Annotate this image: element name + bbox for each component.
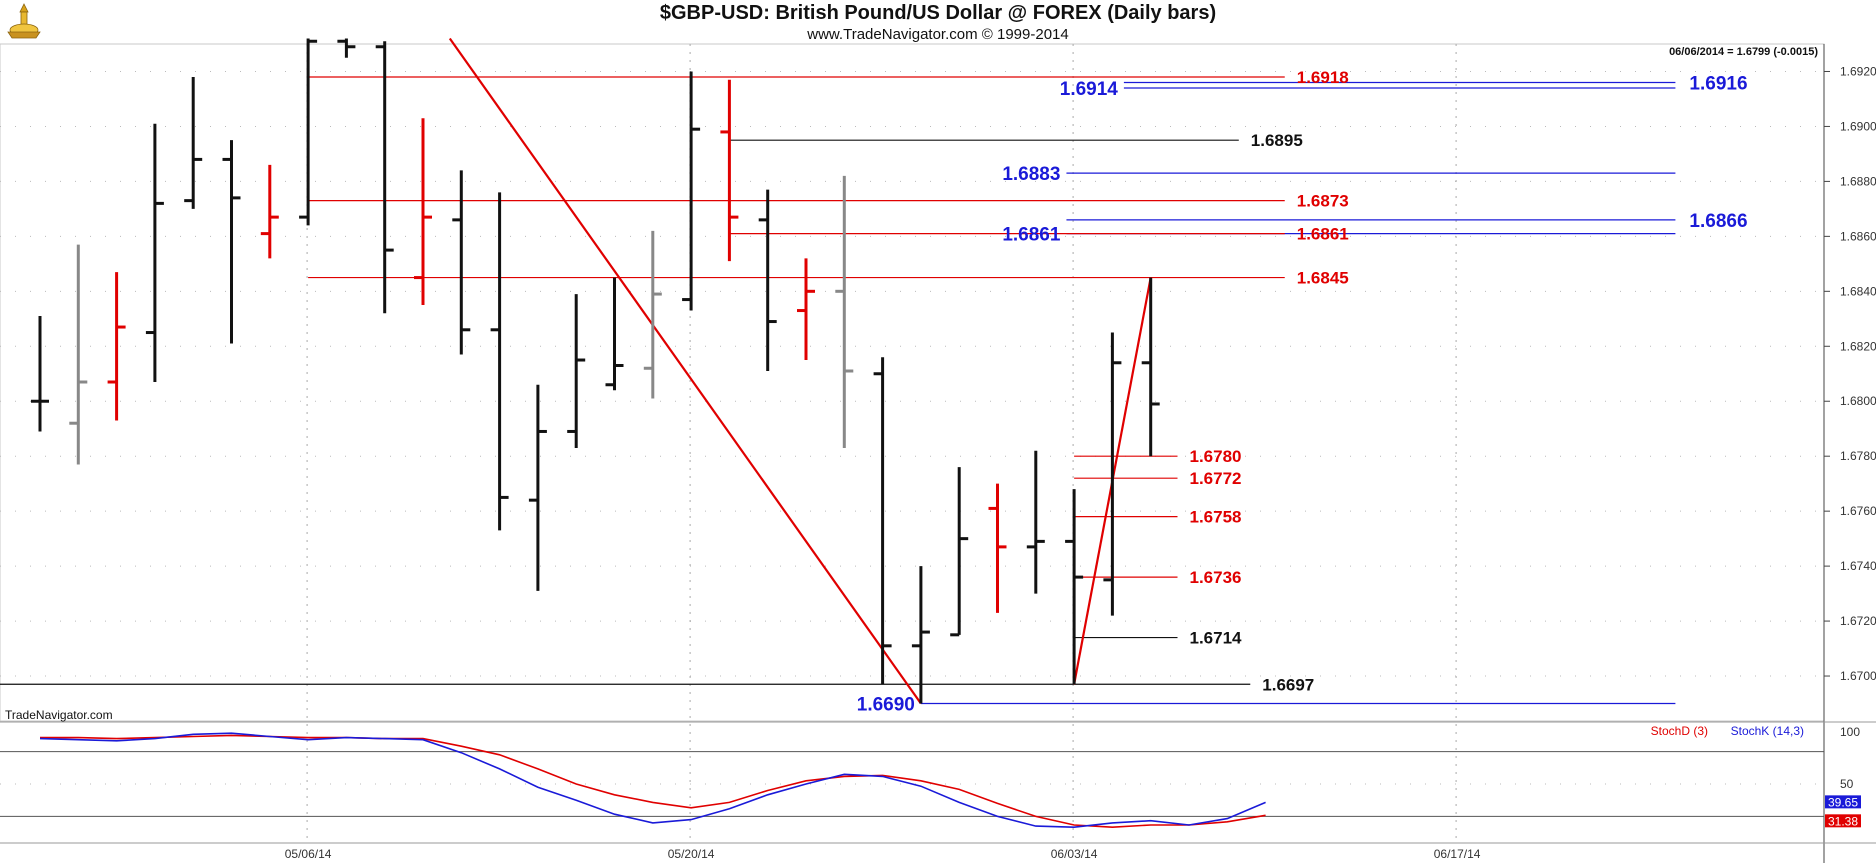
y-tick-label: 1.6820: [1840, 339, 1876, 353]
ohlc-bar: [528, 384, 547, 591]
y-tick-label: 1.6720: [1840, 614, 1876, 628]
y-tick-label: 1.6740: [1840, 559, 1876, 573]
trend-lines: [448, 37, 1152, 705]
ohlc-bars: [31, 38, 1160, 704]
ohlc-bar: [260, 164, 279, 259]
ohlc-bar: [835, 175, 854, 448]
price-level-label: 1.6772: [1190, 469, 1242, 488]
y-tick-label: 1.6880: [1840, 174, 1876, 188]
gridlines: [0, 44, 1824, 843]
price-level-label: 1.6883: [1002, 164, 1060, 185]
ohlc-bar: [950, 467, 969, 637]
stochd-end-badge: [1825, 814, 1861, 828]
date-axis: 05/06/14 05/20/14 06/03/14 06/17/14: [285, 847, 1481, 861]
ohlc-bar: [988, 483, 1007, 613]
ohlc-bar: [31, 316, 49, 432]
chart-header: $GBP-USD: British Pound/US Dollar @ FORE…: [0, 0, 1876, 44]
y-tick-label: 1.6900: [1840, 119, 1876, 133]
ohlc-bar: [605, 277, 624, 391]
ohlc-bar: [797, 258, 815, 361]
ohlc-bar: [1103, 332, 1122, 616]
ohlc-bar: [490, 192, 509, 531]
ohlc-bar: [299, 38, 318, 226]
ohlc-bar: [452, 170, 471, 355]
legend-stochd: StochD (3): [1651, 724, 1708, 738]
ohlc-bar: [567, 294, 586, 448]
y-tick-label: 1.6920: [1840, 64, 1876, 78]
ohlc-bar: [222, 140, 241, 344]
x-tick-label: 06/03/14: [1051, 847, 1098, 861]
last-quote: 06/06/2014 = 1.6799 (-0.0015): [1669, 46, 1818, 58]
price-level-label: 1.6895: [1251, 131, 1303, 150]
stoch-y-tick-label: 50: [1840, 777, 1854, 791]
price-level-label: 1.6714: [1190, 629, 1243, 648]
ohlc-bar: [107, 272, 126, 421]
legend-stochk: StochK (14,3): [1731, 724, 1804, 738]
ohlc-bar: [758, 189, 777, 372]
price-level-label: 1.6845: [1297, 269, 1349, 288]
ohlc-bar: [184, 76, 203, 209]
price-level-label: 1.6866: [1689, 211, 1747, 232]
stoch-y-tick-label: 100: [1840, 725, 1860, 739]
chart-subtitle: www.TradeNavigator.com © 1999-2014: [807, 26, 1069, 43]
ohlc-bar: [911, 566, 930, 704]
price-level-label: 1.6780: [1190, 447, 1242, 466]
ohlc-bar: [414, 118, 432, 306]
price-level-label: 1.6914: [1060, 79, 1119, 100]
stoch-gridlines: [0, 751, 1824, 817]
stochk-end-value: 39.65: [1828, 795, 1858, 809]
x-tick-label: 05/06/14: [285, 847, 332, 861]
price-axis: 1.6920 1.6900 1.6880 1.6860 1.6840 1.6820 1.68…: [1824, 64, 1876, 683]
y-tick-label: 1.6860: [1840, 229, 1876, 243]
price-level-lines: [0, 76, 1676, 705]
ohlc-bar: [1065, 489, 1084, 685]
plot-frame: [0, 43, 1825, 722]
stoch-series-line: [39, 732, 1266, 829]
price-level-label: 1.6916: [1689, 73, 1747, 94]
price-level-label: 1.6690: [857, 695, 915, 716]
stochd-end-value: 31.38: [1828, 814, 1858, 828]
x-tick-label: 06/17/14: [1434, 847, 1481, 861]
stoch-axis: 100 50 39.65 31.38: [1825, 725, 1861, 828]
y-tick-label: 1.6840: [1840, 284, 1876, 298]
ohlc-bar: [1141, 277, 1160, 457]
ohlc-bar: [375, 41, 394, 314]
ohlc-bar: [873, 357, 892, 685]
ohlc-bar: [337, 38, 356, 58]
y-tick-label: 1.6700: [1840, 669, 1876, 683]
ohlc-bar: [145, 123, 164, 382]
trade-navigator-logo: [7, 3, 41, 39]
ohlc-bar: [69, 244, 88, 465]
stoch-series-line: [40, 734, 1266, 829]
chart-title: $GBP-USD: British Pound/US Dollar @ FORE…: [659, 2, 1217, 24]
price-level-label: 1.6861: [1297, 225, 1349, 244]
ohlc-bar: [643, 230, 662, 399]
y-tick-label: 1.6800: [1840, 394, 1876, 408]
price-level-label: 1.6918: [1297, 68, 1349, 87]
ohlc-bar: [682, 71, 701, 311]
price-level-label: 1.6736: [1190, 568, 1242, 587]
y-tick-label: 1.6780: [1840, 449, 1876, 463]
x-tick-label: 05/20/14: [668, 847, 715, 861]
watermark: TradeNavigator.com: [5, 708, 113, 722]
price-level-labels: 1.6918 1.6914 1.6916 1.6895 1.6883 1.6873 1.68…: [857, 68, 1748, 716]
price-level-label: 1.6697: [1262, 675, 1314, 694]
ohlc-bar: [1026, 450, 1045, 594]
price-level-label: 1.6873: [1297, 192, 1349, 211]
stochk-end-badge: [1825, 795, 1861, 809]
price-level-label: 1.6758: [1190, 508, 1242, 527]
y-tick-label: 1.6760: [1840, 504, 1876, 518]
trend-line: [448, 37, 922, 705]
stochastic-lines: [39, 732, 1266, 829]
ohlc-bar: [720, 79, 739, 262]
price-level-label: 1.6861: [1002, 225, 1061, 246]
